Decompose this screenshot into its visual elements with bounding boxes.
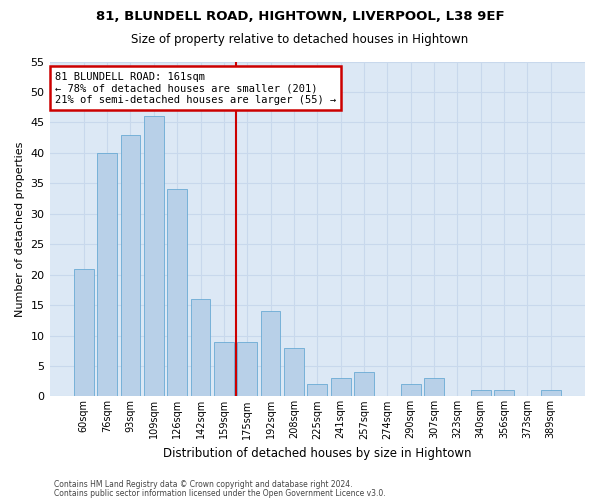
- Text: 81 BLUNDELL ROAD: 161sqm
← 78% of detached houses are smaller (201)
21% of semi-: 81 BLUNDELL ROAD: 161sqm ← 78% of detach…: [55, 72, 336, 104]
- Bar: [331, 378, 350, 396]
- Y-axis label: Number of detached properties: Number of detached properties: [15, 142, 25, 316]
- Bar: [307, 384, 327, 396]
- Text: Size of property relative to detached houses in Hightown: Size of property relative to detached ho…: [131, 32, 469, 46]
- Text: Contains HM Land Registry data © Crown copyright and database right 2024.: Contains HM Land Registry data © Crown c…: [54, 480, 353, 489]
- Bar: [260, 311, 280, 396]
- X-axis label: Distribution of detached houses by size in Hightown: Distribution of detached houses by size …: [163, 447, 472, 460]
- Bar: [471, 390, 491, 396]
- Bar: [284, 348, 304, 397]
- Bar: [74, 268, 94, 396]
- Bar: [121, 134, 140, 396]
- Bar: [354, 372, 374, 396]
- Bar: [401, 384, 421, 396]
- Bar: [424, 378, 444, 396]
- Bar: [238, 342, 257, 396]
- Text: Contains public sector information licensed under the Open Government Licence v3: Contains public sector information licen…: [54, 488, 386, 498]
- Bar: [214, 342, 234, 396]
- Bar: [541, 390, 560, 396]
- Bar: [494, 390, 514, 396]
- Bar: [191, 299, 211, 396]
- Bar: [167, 190, 187, 396]
- Bar: [144, 116, 164, 396]
- Bar: [97, 153, 117, 396]
- Text: 81, BLUNDELL ROAD, HIGHTOWN, LIVERPOOL, L38 9EF: 81, BLUNDELL ROAD, HIGHTOWN, LIVERPOOL, …: [95, 10, 505, 23]
